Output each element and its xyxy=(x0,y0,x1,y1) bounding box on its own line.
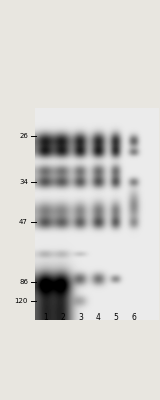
Text: 86: 86 xyxy=(19,279,28,285)
Text: 5: 5 xyxy=(114,313,118,322)
Text: 2: 2 xyxy=(61,313,66,322)
Text: 6: 6 xyxy=(131,313,136,322)
Text: 3: 3 xyxy=(78,313,83,322)
Text: 4: 4 xyxy=(96,313,101,322)
Text: 120: 120 xyxy=(15,298,28,304)
Text: 26: 26 xyxy=(19,133,28,139)
Text: 1: 1 xyxy=(43,313,48,322)
Text: 47: 47 xyxy=(19,219,28,225)
Text: 34: 34 xyxy=(19,179,28,185)
